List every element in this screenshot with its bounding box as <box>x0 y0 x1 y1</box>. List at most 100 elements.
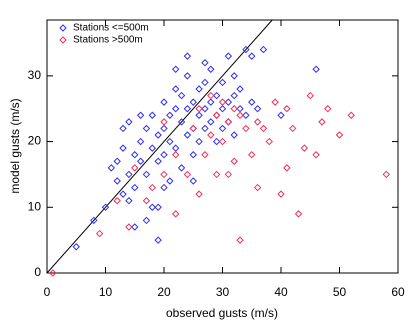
point <box>189 177 197 185</box>
point <box>248 98 256 106</box>
point <box>160 151 168 159</box>
point <box>277 190 285 198</box>
point <box>166 177 174 185</box>
x-tick-label: 30 <box>216 285 230 299</box>
point <box>306 91 314 100</box>
one-to-one-line <box>46 19 273 274</box>
point <box>288 124 297 133</box>
point <box>230 72 238 80</box>
point <box>160 124 168 133</box>
point <box>248 52 256 60</box>
point <box>171 105 180 113</box>
x-axis-label: observed gusts (m/s) <box>166 306 278 320</box>
point <box>119 190 127 198</box>
point <box>224 118 233 126</box>
point <box>230 105 238 113</box>
point <box>201 105 209 113</box>
point <box>230 157 238 165</box>
point <box>125 197 133 205</box>
point <box>335 131 344 139</box>
point <box>119 124 127 133</box>
point <box>125 170 133 179</box>
point <box>201 59 209 67</box>
point <box>166 111 174 119</box>
point <box>236 111 244 119</box>
point <box>253 118 262 126</box>
point <box>212 91 221 100</box>
point <box>265 137 274 146</box>
point <box>131 151 139 159</box>
point <box>201 151 209 159</box>
x-tick-label: 40 <box>274 285 288 299</box>
point <box>201 124 209 133</box>
point <box>177 118 186 126</box>
point <box>224 118 233 126</box>
legend-marker <box>59 24 67 32</box>
point <box>224 170 233 179</box>
point <box>212 137 221 146</box>
point <box>136 137 145 146</box>
y-tick-label: 10 <box>28 199 42 213</box>
point <box>195 190 203 198</box>
point <box>177 164 186 172</box>
point <box>154 131 162 139</box>
point <box>248 151 256 159</box>
point <box>101 203 110 211</box>
point <box>347 111 355 119</box>
point <box>195 111 203 119</box>
point <box>113 197 121 205</box>
point <box>207 118 215 126</box>
point <box>189 124 197 133</box>
point <box>318 118 326 126</box>
point <box>300 144 309 152</box>
y-tick-label: 20 <box>28 134 42 148</box>
point <box>271 98 279 106</box>
point <box>230 131 238 139</box>
point <box>171 151 180 159</box>
legend-label: Stations <=500m <box>73 23 149 34</box>
point <box>324 105 332 113</box>
point <box>136 157 145 165</box>
point <box>154 157 162 165</box>
legend-label: Stations >500m <box>73 35 143 46</box>
point <box>212 111 221 119</box>
point <box>95 229 104 238</box>
point <box>230 91 238 100</box>
point <box>218 105 227 113</box>
x-tick-label: 50 <box>333 285 347 299</box>
point <box>224 98 233 106</box>
point <box>183 131 192 139</box>
point <box>189 151 197 159</box>
point <box>154 236 162 244</box>
point <box>189 98 197 106</box>
point <box>207 98 215 106</box>
point <box>236 105 244 113</box>
point <box>253 105 262 113</box>
point <box>207 65 215 73</box>
point <box>131 164 139 172</box>
point <box>236 85 244 93</box>
point <box>171 85 180 93</box>
point <box>177 91 186 100</box>
point <box>107 164 116 172</box>
point <box>160 98 168 106</box>
point <box>49 269 57 277</box>
point <box>72 243 80 251</box>
x-tick-label: 0 <box>44 285 51 299</box>
point <box>224 52 233 60</box>
point <box>195 85 203 93</box>
y-axis-label: model gusts (m/s) <box>8 98 22 193</box>
point <box>189 124 197 133</box>
point <box>242 111 250 119</box>
point <box>259 124 268 133</box>
point <box>183 105 192 113</box>
point <box>142 216 151 225</box>
point <box>183 170 192 179</box>
point <box>201 78 209 87</box>
point <box>142 124 151 133</box>
point <box>312 151 320 159</box>
point <box>212 111 221 119</box>
point <box>253 183 262 192</box>
point <box>195 137 203 146</box>
